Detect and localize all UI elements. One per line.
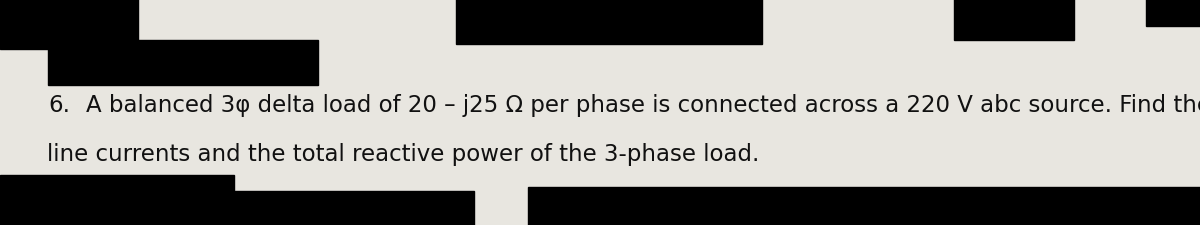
Polygon shape [0,176,234,225]
Text: 6.: 6. [48,93,70,116]
Polygon shape [48,40,318,86]
Polygon shape [0,0,138,50]
Polygon shape [102,191,474,225]
Polygon shape [456,0,762,45]
Text: A balanced 3φ delta load of 20 – j25 Ω per phase is connected across a 220 V abc: A balanced 3φ delta load of 20 – j25 Ω p… [86,93,1200,116]
Text: line currents and the total reactive power of the 3-phase load.: line currents and the total reactive pow… [47,143,760,166]
Polygon shape [528,187,1200,225]
Polygon shape [1146,0,1200,27]
Polygon shape [954,0,1074,40]
